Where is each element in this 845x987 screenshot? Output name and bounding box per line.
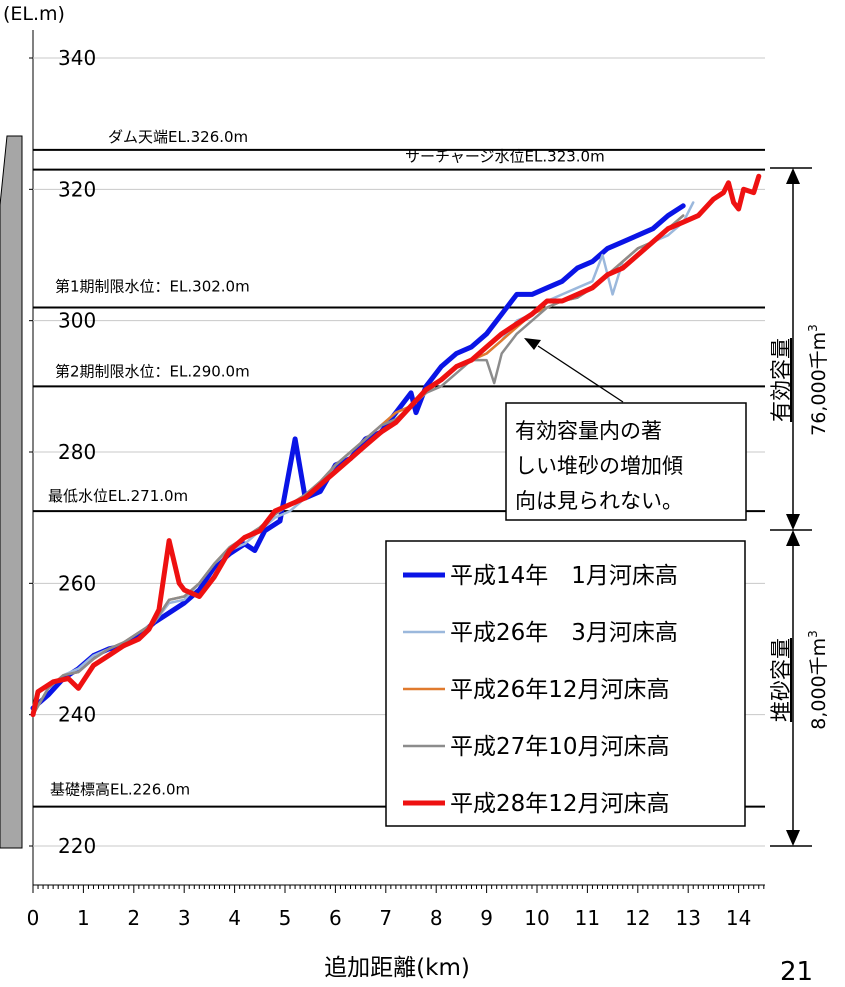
- x-tick-label: 3: [178, 906, 191, 930]
- x-tick-label: 6: [329, 906, 342, 930]
- horizontal-gridlines: [33, 57, 765, 847]
- x-tick-label: 14: [726, 906, 751, 930]
- dam-body-shape: [0, 135, 23, 849]
- reference-line-label: 基礎標高EL.226.0m: [50, 781, 190, 799]
- x-tick-label: 4: [228, 906, 241, 930]
- x-tick-label: 0: [27, 906, 40, 930]
- x-tick-label: 9: [480, 906, 493, 930]
- reference-line-label: 最低水位EL.271.0m: [48, 487, 188, 505]
- legend-label: 平成14年 1月河床高: [450, 563, 678, 589]
- series-line: [30, 173, 762, 718]
- annotation-box: [505, 402, 747, 521]
- annotation-line-3: 向は見られない。: [515, 489, 683, 513]
- y-axis-label: (EL.m): [3, 3, 65, 25]
- arrowhead-down-2: [786, 830, 800, 846]
- sediment-capacity-label: 堆砂容量: [769, 638, 793, 722]
- sediment-capacity-value: 8,000千m3: [806, 630, 830, 730]
- x-tick-label: 2: [127, 906, 140, 930]
- legend-label: 平成28年12月河床高: [450, 791, 670, 817]
- x-tick-label: 13: [675, 906, 700, 930]
- effective-capacity-number: 76,000千m: [808, 332, 830, 436]
- annotation-callout: 有効容量内の著 しい堆砂の増加傾 向は見られない。: [505, 338, 747, 521]
- capacity-brackets: 有効容量 76,000千m3 堆砂容量 8,000千m3: [769, 167, 830, 847]
- reference-line-label: サーチャージ水位EL.323.0m: [405, 148, 605, 166]
- annotation-arrow-line: [537, 345, 624, 403]
- x-axis-label: 追加距離(km): [324, 955, 470, 981]
- y-tick-label: 240: [58, 703, 96, 727]
- sediment-capacity-number: 8,000千m: [808, 638, 830, 730]
- x-tick-label: 5: [279, 906, 292, 930]
- legend-label: 平成27年10月河床高: [450, 734, 670, 760]
- y-tick-label: 280: [58, 440, 96, 464]
- y-tick-label: 300: [58, 309, 96, 333]
- arrowhead-up-1: [786, 168, 800, 184]
- y-tick-label: 260: [58, 571, 96, 595]
- y-tick-label: 320: [58, 177, 96, 201]
- reference-line-label: 第2期制限水位：EL.290.0m: [55, 362, 250, 380]
- effective-capacity-sup: 3: [806, 324, 820, 332]
- reference-line-label: 第1期制限水位：EL.302.0m: [55, 278, 250, 296]
- y-tick-label: 340: [58, 46, 96, 70]
- reference-line-label: ダム天端EL.326.0m: [108, 128, 248, 146]
- x-tick-label: 1: [77, 906, 90, 930]
- arrowhead-up-2: [786, 530, 800, 546]
- arrowhead-down-1: [786, 514, 800, 530]
- sediment-capacity-sup: 3: [806, 630, 820, 638]
- legend-box: [385, 540, 746, 827]
- legend-label: 平成26年 3月河床高: [450, 620, 678, 646]
- x-tick-label: 12: [625, 906, 650, 930]
- x-tick-label: 7: [379, 906, 392, 930]
- annotation-line-1: 有効容量内の著: [515, 419, 662, 443]
- effective-capacity-label: 有効容量: [769, 338, 793, 422]
- y-tick-label: 220: [58, 834, 96, 858]
- effective-capacity-value: 76,000千m3: [806, 324, 830, 436]
- page-number: 21: [780, 957, 813, 987]
- x-tick-label: 8: [430, 906, 443, 930]
- series-lines: [30, 173, 762, 718]
- reference-lines: ダム天端EL.326.0m サーチャージ水位EL.323.0m 第1期制限水位：EL…: [33, 128, 765, 808]
- annotation-arrowhead: [524, 338, 541, 350]
- annotation-line-2: しい堆砂の増加傾: [515, 454, 683, 478]
- legend-label: 平成26年12月河床高: [450, 677, 670, 703]
- y-tick-labels: 340 320 300 280 260 240 220: [29, 46, 96, 858]
- x-tick-labels: 0 1 2 3 4 5 6 7 8 9 10 11 12 13 14: [27, 885, 765, 930]
- x-tick-label: 11: [575, 906, 600, 930]
- x-tick-label: 10: [524, 906, 549, 930]
